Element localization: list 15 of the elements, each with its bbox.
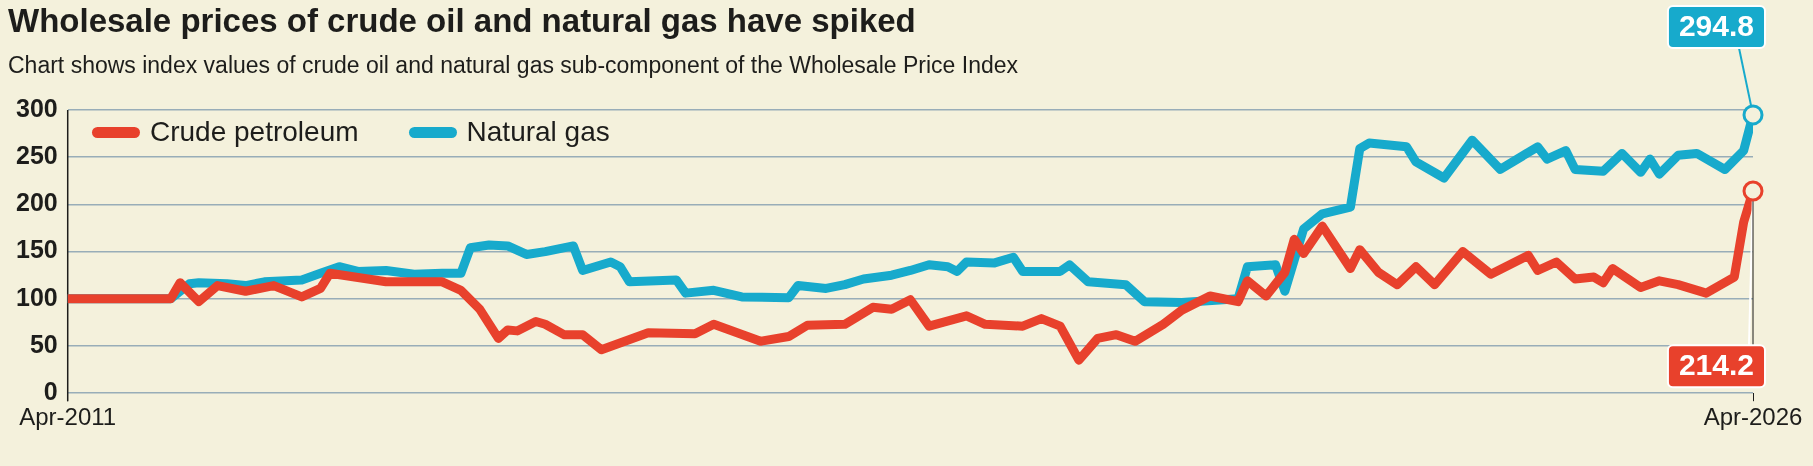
y-tick-label: 100 (15, 282, 58, 311)
chart-subtitle: Chart shows index values of crude oil and natural gas sub-component of the Wholesale Price Index (8, 52, 1019, 79)
y-tick-label: 300 (15, 93, 58, 122)
y-tick-label: 200 (15, 188, 58, 217)
y-tick-label: 250 (15, 141, 58, 170)
legend-label: Crude petroleum (150, 116, 359, 148)
y-tick-label: 0 (43, 377, 58, 406)
y-tick-label: 150 (15, 235, 58, 264)
y-tick-label: 50 (29, 329, 58, 358)
x-tick-label: Apr-2026 (1703, 403, 1803, 431)
legend-label: Natural gas (466, 116, 610, 148)
annotation: 294.8 (1678, 9, 1754, 43)
chart-title: Wholesale prices of crude oil and natural gas have spiked (8, 2, 916, 40)
annotation: 214.2 (1678, 348, 1754, 382)
x-tick-label: Apr-2011 (19, 403, 117, 431)
